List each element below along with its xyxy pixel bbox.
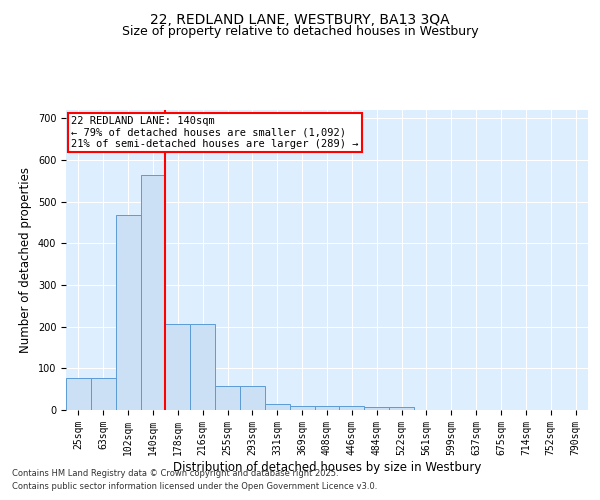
Text: Contains public sector information licensed under the Open Government Licence v3: Contains public sector information licen… (12, 482, 377, 491)
Bar (240, 386, 265, 410)
Text: Size of property relative to detached houses in Westbury: Size of property relative to detached ho… (122, 25, 478, 38)
Bar (116, 215, 140, 410)
Text: Contains HM Land Registry data © Crown copyright and database right 2025.: Contains HM Land Registry data © Crown c… (12, 468, 338, 477)
Bar (290, 406, 314, 410)
Bar (140, 176, 166, 410)
Bar (91, 378, 116, 410)
Text: 22, REDLAND LANE, WESTBURY, BA13 3QA: 22, REDLAND LANE, WESTBURY, BA13 3QA (150, 12, 450, 26)
Bar (190, 324, 215, 410)
Bar (314, 406, 340, 410)
Bar (389, 407, 414, 410)
Bar (215, 386, 240, 410)
Bar (166, 324, 190, 410)
Bar (66, 378, 91, 410)
X-axis label: Distribution of detached houses by size in Westbury: Distribution of detached houses by size … (173, 460, 481, 473)
Bar (364, 407, 389, 410)
Y-axis label: Number of detached properties: Number of detached properties (19, 167, 32, 353)
Bar (265, 404, 290, 410)
Bar (340, 406, 364, 410)
Text: 22 REDLAND LANE: 140sqm
← 79% of detached houses are smaller (1,092)
21% of semi: 22 REDLAND LANE: 140sqm ← 79% of detache… (71, 116, 359, 149)
